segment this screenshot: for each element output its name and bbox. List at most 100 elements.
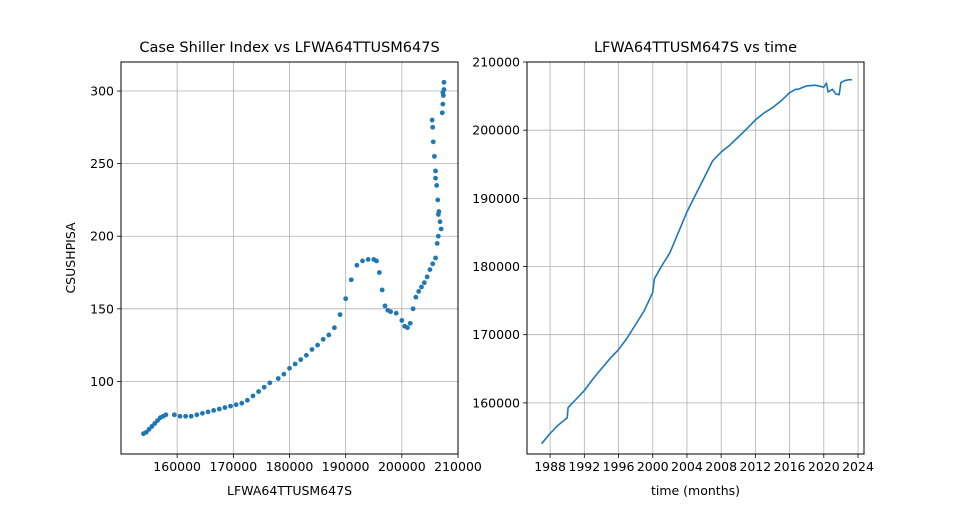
scatter-point <box>205 409 211 415</box>
scatter-point <box>437 219 443 225</box>
left-x-axis-label: LFWA64TTUSM647S <box>227 483 352 498</box>
scatter-point <box>413 294 419 300</box>
scatter-point <box>250 393 256 399</box>
scatter-point <box>427 267 433 273</box>
scatter-point <box>275 376 281 381</box>
right-x-tick-label: 2004 <box>671 459 703 474</box>
scatter-point <box>432 153 437 159</box>
left-x-tick-label: 170000 <box>209 459 257 474</box>
left-grid <box>121 62 459 454</box>
scatter-point <box>287 365 292 371</box>
scatter-point <box>292 361 298 367</box>
scatter-point <box>374 258 379 264</box>
left-y-tick-label: 300 <box>90 84 114 99</box>
right-y-tick-label: 160000 <box>472 395 520 410</box>
scatter-point <box>434 241 440 246</box>
right-x-tick-label: 1996 <box>603 459 635 474</box>
scatter-point <box>233 402 239 408</box>
scatter-point <box>416 288 422 294</box>
scatter-point <box>438 226 444 232</box>
right-x-tick-label: 1988 <box>534 459 566 474</box>
scatter-point <box>433 168 438 174</box>
scatter-point <box>440 90 446 95</box>
scatter-point <box>228 403 233 409</box>
right-x-axis-label: time (months) <box>651 483 740 498</box>
right-y-tick-label: 190000 <box>472 191 520 206</box>
left-y-tick-label: 200 <box>90 229 114 244</box>
left-x-tick-label: 190000 <box>322 459 370 474</box>
series-line <box>540 78 852 445</box>
scatter-point <box>382 303 388 309</box>
scatter-point <box>435 233 441 239</box>
scatter-point <box>430 124 436 130</box>
scatter-point <box>303 352 309 358</box>
left-y-tick-label: 100 <box>90 374 114 389</box>
left-scatter-points <box>141 79 447 437</box>
right-grid <box>527 61 864 454</box>
right-x-tick-label: 2024 <box>842 459 874 474</box>
left-y-axis-label: CSUSHPISA <box>63 222 78 294</box>
scatter-point <box>430 261 436 267</box>
scatter-point <box>298 357 304 363</box>
scatter-point <box>376 270 382 275</box>
left-y-tick-label: 250 <box>90 156 114 171</box>
scatter-point <box>424 274 430 280</box>
right-x-tick-label: 2012 <box>739 459 771 474</box>
scatter-point <box>421 280 427 286</box>
right-axes-frame <box>526 61 865 455</box>
scatter-point <box>183 413 188 419</box>
scatter-point <box>365 257 371 262</box>
scatter-point <box>419 284 424 290</box>
scatter-point <box>309 347 315 352</box>
scatter-point <box>315 342 320 348</box>
scatter-point <box>440 101 446 107</box>
scatter-point <box>354 262 360 268</box>
right-ticks: 1988 1992 1996 2000 2004 2008 2012 2016 2020 2024… <box>472 55 874 475</box>
scatter-point <box>222 405 228 410</box>
scatter-point <box>407 320 413 326</box>
scatter-point <box>320 336 326 342</box>
scatter-point <box>337 312 343 318</box>
left-x-tick-label: 210000 <box>434 459 482 474</box>
scatter-point <box>429 117 435 123</box>
left-x-tick-label: 200000 <box>378 459 426 474</box>
left-x-tick-label: 180000 <box>266 459 314 474</box>
scatter-point <box>343 296 349 302</box>
scatter-point <box>326 332 332 338</box>
right-subplot: 1988 1992 1996 2000 2004 2008 2012 2016 2020 2024… <box>472 40 874 498</box>
scatter-point <box>410 306 416 312</box>
right-y-tick-label: 170000 <box>472 327 520 342</box>
scatter-point <box>435 197 441 203</box>
right-y-tick-label: 180000 <box>472 259 520 274</box>
scatter-point <box>332 325 337 331</box>
scatter-point <box>256 389 262 394</box>
scatter-point <box>200 410 205 416</box>
right-x-tick-label: 2020 <box>808 459 840 474</box>
scatter-point <box>267 380 273 386</box>
right-x-tick-label: 2008 <box>705 459 737 474</box>
scatter-point <box>433 255 438 261</box>
left-ticks: 160000 170000 180000 190000 200000 210000 100 1… <box>90 84 482 474</box>
scatter-point <box>433 175 438 181</box>
scatter-point <box>188 413 194 419</box>
scatter-point <box>379 287 385 293</box>
scatter-point <box>439 110 445 116</box>
scatter-point <box>211 408 217 413</box>
scatter-point <box>171 412 177 418</box>
right-y-tick-label: 200000 <box>472 123 520 138</box>
right-y-tick-label: 210000 <box>472 55 520 70</box>
scatter-point <box>348 277 354 283</box>
scatter-point <box>244 397 250 403</box>
scatter-point <box>388 309 393 315</box>
scatter-point <box>216 406 222 412</box>
scatter-point <box>163 412 169 418</box>
right-chart-title: LFWA64TTUSM647S vs time <box>594 40 797 56</box>
scatter-point <box>405 325 410 331</box>
right-line-series <box>540 78 852 445</box>
scatter-point <box>177 413 183 419</box>
scatter-point <box>261 384 267 390</box>
scatter-point <box>430 139 436 145</box>
left-chart-title: Case Shiller Index vs LFWA64TTUSM647S <box>139 40 439 56</box>
